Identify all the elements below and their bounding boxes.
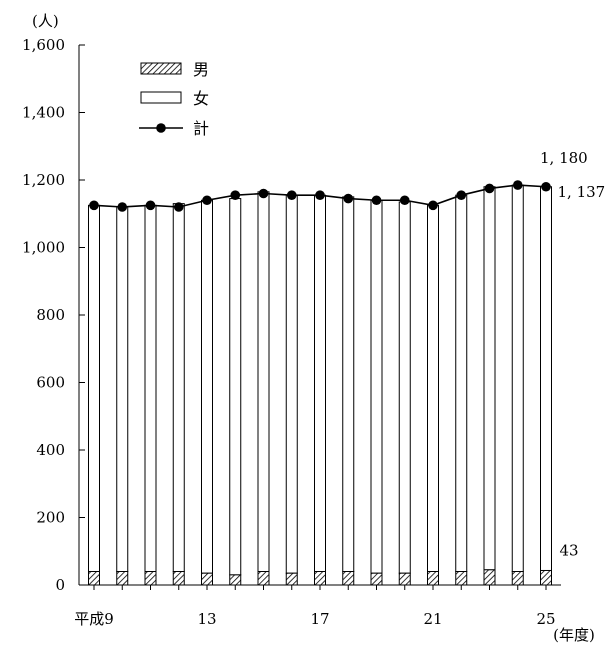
legend-item-female: 女 — [140, 89, 209, 108]
legend: 男 女 計 — [139, 60, 209, 138]
y-tick-label: 600 — [36, 374, 65, 392]
bar-female — [172, 203, 185, 572]
bar-female — [201, 199, 213, 574]
bar-female — [257, 191, 270, 572]
total-point — [456, 190, 467, 200]
bar-male — [229, 574, 242, 586]
bar-male — [511, 571, 524, 586]
bar-female — [511, 184, 524, 572]
bar-male — [88, 571, 100, 586]
legend-swatch-total-marker — [156, 123, 166, 133]
x-tick-label: 13 — [197, 610, 216, 628]
bar-male — [455, 571, 468, 586]
bar-male — [116, 571, 129, 586]
total-point — [117, 202, 128, 212]
legend-swatch-male — [140, 62, 182, 75]
bar-female — [427, 204, 439, 572]
bar-female — [88, 204, 100, 572]
total-point — [202, 195, 212, 206]
total-point — [286, 190, 297, 200]
x-tick-label: 25 — [536, 610, 555, 628]
data-label: 1, 180 — [540, 149, 588, 167]
legend-item-male: 男 — [140, 60, 209, 79]
data-label: 1, 137 — [558, 183, 606, 201]
bar-male — [427, 571, 439, 586]
legend-label-male: 男 — [193, 60, 209, 79]
total-point — [230, 190, 241, 200]
bar-male — [540, 569, 552, 586]
y-tick-label: 0 — [55, 576, 65, 594]
bar-male — [398, 572, 411, 586]
bar-female — [398, 201, 411, 574]
x-tick-label: 21 — [423, 610, 442, 628]
total-point — [258, 188, 269, 199]
y-tick-label: 1,600 — [22, 36, 65, 54]
total-point — [315, 190, 325, 200]
data-annotations: 1, 180 1, 137 43 — [540, 149, 605, 560]
y-tick-label: 200 — [36, 509, 65, 527]
legend-swatch-female — [140, 91, 182, 104]
bar-male — [314, 571, 326, 586]
total-line-series — [89, 180, 551, 212]
y-axis: 0 200 400 600 800 1,000 1,200 1,400 1,600 — [22, 36, 85, 594]
bar-male — [172, 571, 185, 586]
bar-series — [88, 184, 552, 586]
total-point — [89, 200, 99, 211]
bar-male — [144, 571, 157, 586]
data-label: 43 — [560, 541, 579, 559]
total-point — [428, 200, 438, 211]
bar-female — [314, 194, 326, 572]
bar-female — [285, 194, 298, 574]
bar-female — [483, 186, 496, 571]
y-tick-label: 800 — [36, 306, 65, 324]
x-axis-unit-label: (年度) — [553, 626, 595, 644]
x-axis: 平成9 13 17 21 25 — [74, 584, 561, 628]
bar-female — [540, 186, 552, 571]
total-point — [399, 195, 410, 206]
legend-label-total: 計 — [193, 119, 209, 138]
bar-female — [229, 198, 242, 576]
x-tick-label: 平成9 — [74, 610, 114, 628]
legend-label-female: 女 — [193, 89, 209, 108]
bar-female — [116, 206, 129, 572]
bar-male — [201, 572, 213, 586]
total-point — [173, 202, 184, 212]
total-point — [145, 200, 156, 211]
total-point — [512, 180, 523, 190]
y-axis-unit-label: (人) — [32, 12, 59, 30]
total-point — [371, 195, 382, 206]
bar-female — [342, 196, 355, 572]
total-point — [484, 183, 495, 194]
bar-female — [144, 204, 157, 572]
bar-male — [257, 571, 270, 586]
y-tick-label: 1,400 — [22, 104, 65, 122]
x-tick-label: 17 — [310, 610, 329, 628]
total-point — [541, 181, 551, 192]
bar-male — [342, 571, 355, 586]
total-point — [343, 193, 354, 204]
bar-male — [285, 572, 298, 586]
bar-female — [370, 199, 383, 574]
y-tick-label: 1,000 — [22, 239, 65, 257]
y-tick-label: 1,200 — [22, 171, 65, 189]
bar-female — [455, 194, 468, 572]
legend-item-total: 計 — [139, 119, 209, 138]
y-tick-label: 400 — [36, 441, 65, 459]
bar-male — [370, 572, 383, 586]
bar-male — [483, 569, 496, 586]
